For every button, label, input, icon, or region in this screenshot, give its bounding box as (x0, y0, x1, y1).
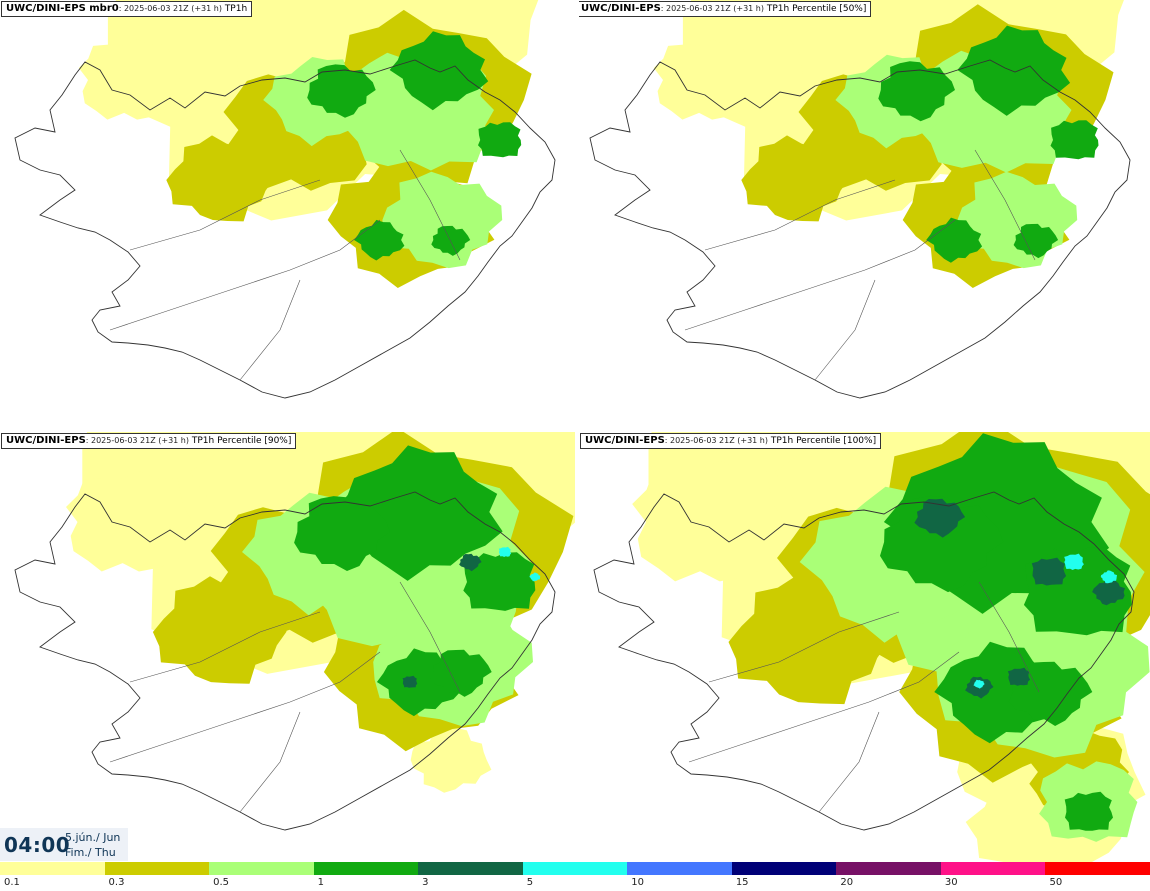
legend-swatch (836, 862, 942, 875)
legend-label: 20 (840, 877, 854, 888)
valid-time: 04:00 (4, 833, 71, 857)
precip-area-green (430, 649, 492, 697)
iceland-coastline (14, 491, 556, 831)
legend-swatch (522, 862, 628, 875)
iceland-coastline (593, 491, 1135, 831)
map-panel-mbr0: UWC/DINI-EPS mbr0: 2025-06-03 21Z (+31 h… (0, 0, 575, 424)
precip-area-green (1013, 223, 1059, 259)
legend-swatch (209, 862, 315, 875)
road-network (109, 581, 461, 813)
precip-area-green (294, 496, 390, 571)
precip-area-cyan (529, 572, 541, 582)
precip-area-light (632, 460, 785, 582)
legend-label: 3 (422, 877, 429, 888)
map-panel-p90: UWC/DINI-EPS: 2025-06-03 21Z (+31 h) TP1… (0, 432, 575, 862)
legend-swatch (313, 862, 419, 875)
legend-swatch (940, 862, 1046, 875)
precip-map-p50 (589, 0, 1131, 399)
legend-label: 5 (526, 877, 534, 888)
panel-title: UWC/DINI-EPS: 2025-06-03 21Z (+31 h) TP1… (576, 1, 872, 17)
map-panel-p100: UWC/DINI-EPS: 2025-06-03 21Z (+31 h) TP1… (579, 432, 1150, 862)
precip-area-dark (1007, 667, 1031, 686)
road-network (684, 149, 1036, 381)
legend-swatch (104, 862, 210, 875)
legend-label: 1 (317, 877, 324, 888)
legend-label: 0.3 (108, 877, 125, 888)
panel-title: UWC/DINI-EPS mbr0: 2025-06-03 21Z (+31 h… (1, 1, 253, 17)
precip-area-green (926, 217, 983, 263)
precip-area-dark (459, 553, 482, 572)
iceland-coastline (14, 59, 556, 399)
legend-swatch (418, 862, 524, 875)
valid-time-box: 04:00 5.jún./ Jun Fim./ Thu (0, 828, 128, 861)
precip-map-p90 (14, 432, 575, 831)
precip-area-light (66, 471, 193, 572)
legend-label: 30 (944, 877, 958, 888)
precip-area-green (307, 64, 376, 118)
precip-area-green (1064, 791, 1113, 831)
precip-area-green (878, 61, 955, 122)
color-legend: 0.1 0.3 0.5 1 3 5 10 15 20 30 50 (0, 862, 1150, 891)
road-network (109, 149, 461, 381)
precip-area-olive (166, 135, 276, 222)
precip-area-green (957, 25, 1071, 116)
panel-divider-horizontal (0, 424, 1150, 432)
precip-area-green (1008, 661, 1093, 726)
precip-area-light (410, 727, 492, 793)
legend-swatch (627, 862, 733, 875)
legend-swatch (731, 862, 837, 875)
legend-label: 0.5 (213, 877, 229, 888)
iceland-coastline (589, 59, 1131, 399)
valid-day: Fim./ Thu (65, 846, 116, 859)
legend-label: 50 (1049, 877, 1063, 888)
map-panel-p50: UWC/DINI-EPS: 2025-06-03 21Z (+31 h) TP1… (575, 0, 1150, 424)
precip-area-olive (152, 576, 290, 684)
precip-area-light (653, 39, 756, 120)
precip-field (66, 432, 575, 793)
road-network (688, 581, 1040, 813)
legend-label: 15 (735, 877, 749, 888)
precip-area-light (78, 39, 181, 120)
precip-area-cyan (1064, 553, 1084, 570)
precip-area-cyan (498, 546, 512, 557)
precip-field (632, 432, 1150, 862)
legend-swatch (0, 862, 106, 875)
precip-map-p100 (593, 432, 1150, 862)
precip-area-dark (1092, 578, 1125, 606)
precip-area-dark (914, 498, 966, 538)
panel-title: UWC/DINI-EPS: 2025-06-03 21Z (+31 h) TP1… (1, 433, 297, 449)
precip-area-olive (741, 135, 851, 222)
valid-date: 5.jún./ Jun (65, 831, 121, 844)
precip-area-green (463, 552, 536, 611)
precip-area-cyan (973, 679, 985, 689)
precip-area-green (389, 31, 489, 111)
precip-area-dark (1031, 557, 1067, 586)
precip-area-dark (402, 675, 418, 688)
legend-label: 0.1 (4, 877, 20, 888)
precip-area-green (880, 495, 1004, 593)
precip-field (653, 0, 1124, 288)
precip-area-green (478, 122, 522, 158)
precip-area-cyan (1100, 570, 1117, 584)
precip-map-mbr0 (14, 0, 556, 399)
precip-area-green (1050, 120, 1099, 160)
precip-area-lg (382, 171, 503, 269)
panel-title: UWC/DINI-EPS: 2025-06-03 21Z (+31 h) TP1… (580, 433, 882, 449)
legend-swatch (1045, 862, 1150, 875)
legend-label: 10 (631, 877, 644, 888)
